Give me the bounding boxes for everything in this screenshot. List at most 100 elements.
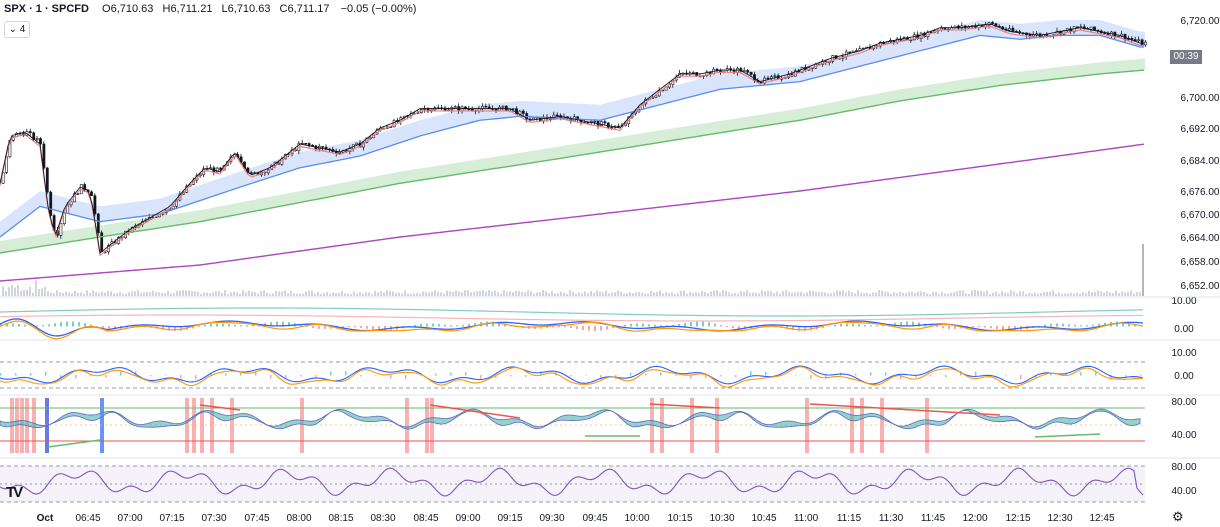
pane-dividers[interactable] [0, 296, 1220, 459]
volume-bar [407, 293, 409, 296]
volume-bar [428, 292, 430, 296]
histogram-bar [36, 325, 38, 327]
volume-bar [287, 293, 289, 296]
histogram-bar [6, 323, 8, 327]
candle-up [501, 105, 505, 108]
histogram-bar [810, 375, 812, 380]
volume-bar [857, 290, 859, 296]
volume-bar [1037, 293, 1039, 296]
volume-bar [146, 292, 148, 296]
volume-bar [566, 293, 568, 296]
volume-bar [686, 293, 688, 296]
volume-bar [155, 292, 157, 296]
price-axis[interactable]: 6,720.00 6,700.00 6,692.00 6,684.00 6,676.00… [1181, 16, 1220, 292]
volume-bar [1085, 292, 1087, 296]
volume-bar [947, 293, 949, 296]
histogram-bar [720, 325, 722, 327]
volume-bar [131, 291, 133, 296]
volume-bar [86, 290, 88, 296]
indicators-toggle-button[interactable]: ⌄ 4 [4, 21, 30, 38]
volume-bar [803, 293, 805, 296]
candle-down [746, 70, 750, 73]
histogram-bar [1044, 324, 1046, 327]
candle-down [45, 167, 49, 193]
histogram-bar [318, 326, 320, 329]
time-tick-label: 07:30 [201, 513, 226, 524]
histogram-bar [168, 326, 170, 331]
volume-bar [1091, 292, 1093, 296]
volume-bar [533, 293, 535, 296]
volume-bar [167, 291, 169, 296]
volume-bar [935, 292, 937, 296]
volume-bar [821, 291, 823, 296]
purple-ma-line [0, 143, 1145, 282]
volume-bar [446, 290, 448, 296]
price-tick-label: 6,676.00 [1181, 187, 1220, 198]
symbol-label[interactable]: SPX · 1 · SPCFD [4, 3, 89, 15]
histogram-bar [105, 375, 107, 378]
volume-bar [503, 290, 505, 296]
volume-bar [278, 291, 280, 296]
candle-down [586, 122, 590, 124]
volume-bar [1106, 291, 1108, 296]
volume-bar [548, 293, 550, 296]
volume-bar [317, 292, 319, 296]
volume-bar [653, 292, 655, 296]
tradingview-logo[interactable]: TV [6, 484, 23, 501]
histogram-bar [828, 326, 830, 327]
volume-bar [596, 290, 598, 296]
volume-bar [1103, 292, 1105, 296]
histogram-bar [1068, 324, 1070, 327]
histogram-bar [798, 326, 800, 331]
histogram-bar [1104, 322, 1106, 327]
time-axis[interactable]: Oct 06:45 07:00 07:15 07:30 07:45 08:00 08:15 08… [37, 513, 1115, 524]
volume-bar [845, 292, 847, 296]
volume-bar [521, 291, 523, 296]
histogram-bar [324, 326, 326, 330]
histogram-bar [12, 323, 14, 327]
volume-bar [272, 293, 274, 296]
volume-bar [470, 292, 472, 296]
candle-up [691, 72, 695, 74]
signal-highlight [430, 398, 434, 453]
volume-bar [404, 290, 406, 296]
volume-bar [416, 292, 418, 296]
volume-bar [917, 291, 919, 296]
volume-bar [194, 291, 196, 296]
candle-down [249, 172, 253, 174]
volume-bar [572, 291, 574, 296]
volume-bar [1139, 292, 1141, 296]
histogram-bar [246, 325, 248, 327]
histogram-bar [792, 326, 794, 331]
volume-bar [215, 291, 217, 296]
volume-bar [581, 293, 583, 296]
time-tick-label: 10:45 [751, 513, 776, 524]
volume-bar [695, 292, 697, 296]
histogram-bar [72, 321, 74, 327]
volume-bar [587, 293, 589, 296]
volume-bar [275, 291, 277, 296]
volume-bar [998, 293, 1000, 296]
ma-bands [0, 20, 1145, 253]
volume-bar [779, 293, 781, 296]
volume-bar [335, 293, 337, 296]
histogram-bar [1074, 324, 1076, 327]
histogram-bar [1080, 325, 1082, 327]
volume-bar [44, 286, 46, 296]
volume-bar [293, 293, 295, 296]
volume-bar [884, 291, 886, 296]
volume-bar [173, 292, 175, 296]
candle-up [392, 120, 396, 128]
candle-up [389, 126, 393, 128]
volume-bar [899, 292, 901, 296]
histogram-bar [204, 325, 206, 327]
gear-icon[interactable]: ⚙ [1172, 509, 1184, 524]
upper-band-line [0, 307, 1144, 317]
volume-bar [557, 293, 559, 296]
volume-bar [767, 290, 769, 296]
histogram-bar [684, 322, 686, 327]
histogram-bar [666, 325, 668, 327]
volume-bar [818, 291, 820, 296]
histogram-bar [378, 326, 380, 331]
